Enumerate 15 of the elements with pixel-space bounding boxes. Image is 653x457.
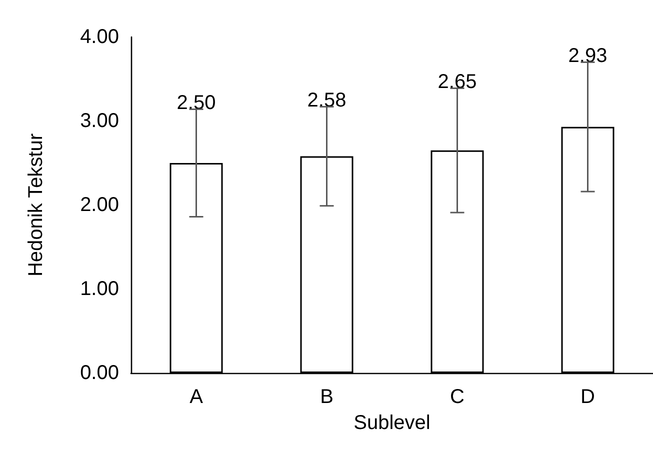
x-tick-label: A [190, 386, 204, 408]
data-label: 2.58 [307, 90, 346, 112]
y-tick-label: 4.00 [80, 26, 119, 48]
y-tick-label: 0.00 [80, 362, 119, 384]
data-label: 2.93 [568, 45, 608, 68]
x-axis-title: Sublevel [354, 412, 430, 434]
y-tick-label: 3.00 [80, 110, 119, 132]
y-tick-label: 1.00 [80, 278, 119, 300]
data-label: 2.65 [438, 71, 477, 94]
y-axis-title: Hedonik Tekstur [25, 133, 47, 277]
data-label: 2.50 [176, 92, 216, 114]
x-tick-label: D [580, 386, 595, 408]
x-tick-label: C [450, 386, 464, 408]
x-tick-label: B [320, 386, 334, 408]
y-tick-label: 2.00 [80, 194, 119, 216]
